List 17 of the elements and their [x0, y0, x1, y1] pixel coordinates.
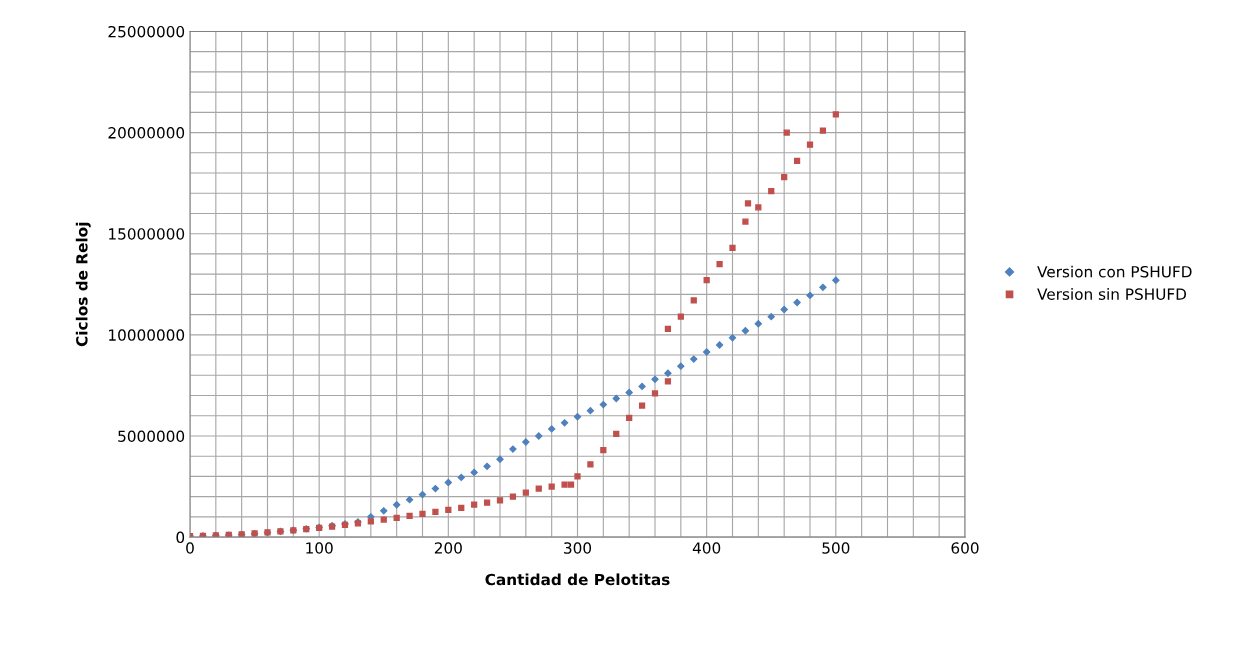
- x-tick-label: 0: [186, 542, 194, 554]
- x-axis-title: Cantidad de Pelotitas: [485, 573, 670, 586]
- y-axis-title: Ciclos de Reloj: [75, 222, 91, 347]
- x-tick-label: 400: [692, 542, 721, 554]
- x-tick-label: 200: [434, 542, 462, 554]
- x-tick-label: 300: [564, 542, 592, 554]
- y-tick-label: 25000000: [108, 25, 185, 38]
- x-tick-label: 100: [306, 542, 333, 554]
- y-tick-label: 5000000: [118, 430, 185, 442]
- y-tick-label: 15000000: [109, 228, 185, 240]
- y-tick-label: 0: [176, 531, 185, 544]
- legend-label: Version con PSHUFD: [1037, 265, 1192, 278]
- legend-label: Version sin PSHUFD: [1037, 288, 1187, 300]
- x-tick-label: 500: [822, 542, 850, 554]
- y-tick-label: 20000000: [108, 127, 185, 139]
- y-tick-label: 10000000: [109, 329, 185, 341]
- x-tick-label: 600: [951, 542, 979, 554]
